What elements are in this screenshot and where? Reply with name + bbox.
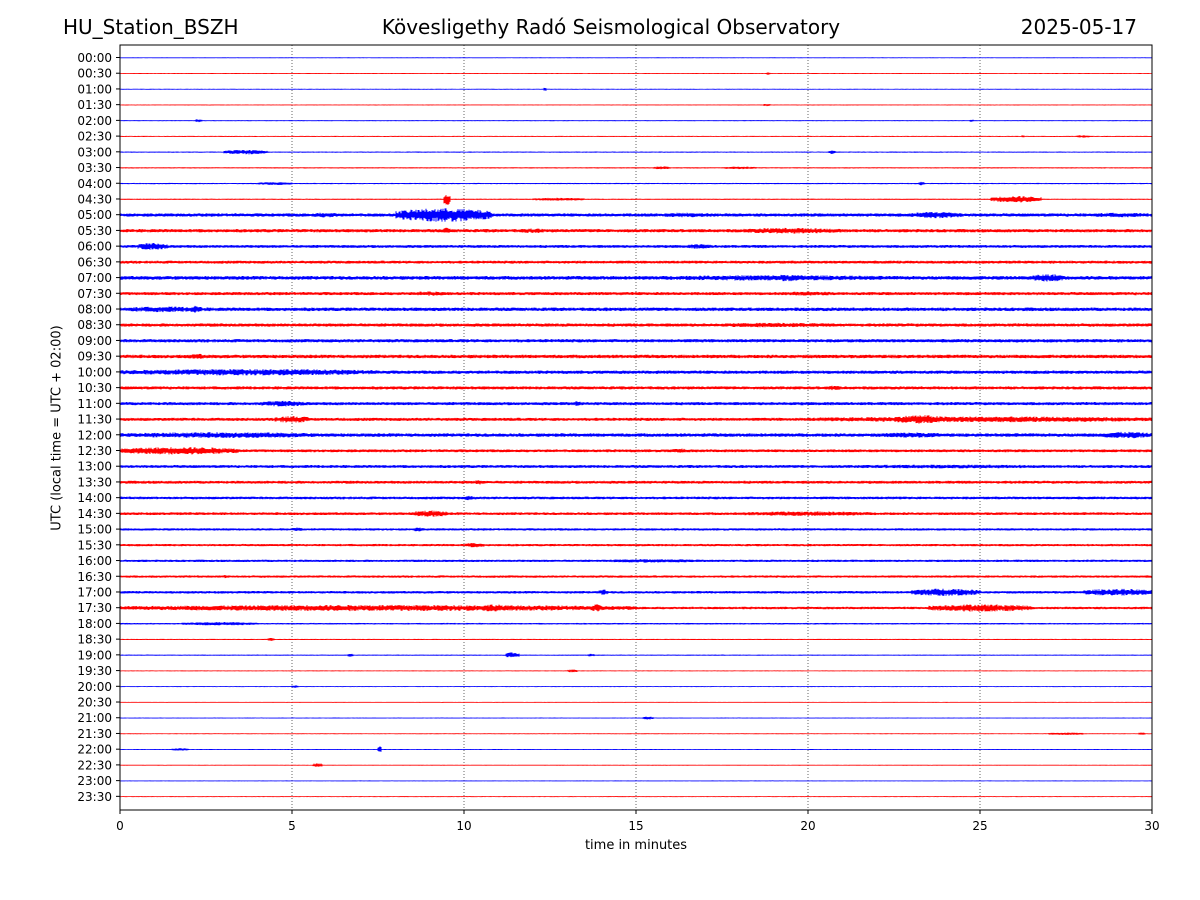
y-tick-label: 07:00	[77, 271, 112, 285]
y-tick-label: 15:30	[77, 538, 112, 552]
chart-date: 2025-05-17	[1020, 15, 1137, 39]
y-tick-label: 17:30	[77, 601, 112, 615]
y-tick-label: 02:00	[77, 114, 112, 128]
y-tick-label: 16:30	[77, 570, 112, 584]
x-axis-label: time in minutes	[584, 838, 688, 853]
y-tick-label: 01:00	[77, 82, 112, 96]
y-tick-label: 06:30	[77, 255, 112, 269]
y-tick-label: 15:00	[77, 523, 112, 537]
seismic-trace	[119, 701, 1153, 703]
y-tick-label: 20:30	[77, 696, 112, 710]
y-tick-label: 12:30	[77, 444, 112, 458]
y-tick-label: 21:30	[77, 727, 112, 741]
y-tick-label: 01:30	[77, 98, 112, 112]
y-tick-label: 06:00	[77, 240, 112, 254]
y-tick-label: 14:30	[77, 507, 112, 521]
y-tick-label: 03:30	[77, 161, 112, 175]
y-tick-label: 23:30	[77, 790, 112, 804]
x-tick-label: 15	[628, 819, 643, 833]
chart-title: Kövesligethy Radó Seismological Observat…	[381, 15, 841, 39]
y-tick-label: 07:30	[77, 287, 112, 301]
seismic-trace	[119, 274, 1153, 282]
y-axis-label: UTC (local time = UTC + 02:00)	[49, 325, 65, 531]
seismic-trace	[119, 780, 1153, 782]
station-name: HU_Station_BSZH	[63, 15, 239, 39]
seismic-trace	[119, 575, 1153, 579]
y-tick-label: 05:30	[77, 224, 112, 238]
y-tick-label: 22:00	[77, 743, 112, 757]
y-tick-label: 00:30	[77, 67, 112, 81]
y-tick-label: 16:00	[77, 554, 112, 568]
seismic-trace	[119, 339, 1153, 343]
y-tick-label: 05:00	[77, 208, 112, 222]
seismic-trace	[119, 322, 1153, 328]
y-tick-label: 13:00	[77, 460, 112, 474]
seismic-trace	[119, 510, 1153, 517]
y-tick-label: 17:00	[77, 585, 112, 599]
y-tick-label: 09:00	[77, 334, 112, 348]
y-tick-label: 14:00	[77, 491, 112, 505]
y-tick-label: 03:00	[77, 145, 112, 159]
seismic-trace	[119, 604, 1153, 612]
y-tick-label: 10:00	[77, 365, 112, 379]
seismic-trace	[119, 195, 1153, 205]
y-tick-label: 08:30	[77, 318, 112, 332]
y-tick-label: 00:00	[77, 51, 112, 65]
y-tick-label: 11:30	[77, 413, 112, 427]
x-tick-label: 10	[456, 819, 471, 833]
y-tick-label: 10:30	[77, 381, 112, 395]
y-tick-label: 18:00	[77, 617, 112, 631]
y-tick-label: 08:00	[77, 303, 112, 317]
y-tick-label: 02:30	[77, 130, 112, 144]
seismic-trace	[119, 652, 1153, 658]
seismic-trace	[119, 796, 1153, 798]
x-tick-label: 30	[1144, 819, 1159, 833]
seismic-trace	[119, 57, 1153, 59]
x-tick-label: 25	[972, 819, 987, 833]
seismic-trace	[119, 495, 1153, 501]
seismic-trace	[119, 181, 1153, 186]
y-tick-label: 12:00	[77, 428, 112, 442]
x-tick-label: 20	[800, 819, 815, 833]
y-tick-label: 09:30	[77, 350, 112, 364]
seismic-trace	[119, 559, 1153, 563]
seismic-trace	[119, 119, 1153, 123]
traces	[119, 57, 1153, 798]
y-tick-label: 19:00	[77, 648, 112, 662]
y-tick-label: 21:00	[77, 711, 112, 725]
y-tick-label: 13:30	[77, 475, 112, 489]
seismic-trace	[119, 291, 1153, 296]
y-tick-label: 22:30	[77, 758, 112, 772]
seismic-trace	[119, 415, 1153, 424]
seismic-trace	[119, 763, 1153, 767]
seismic-trace	[119, 260, 1153, 264]
x-tick-label: 0	[116, 819, 124, 833]
x-tick-label: 5	[288, 819, 296, 833]
y-tick-label: 04:30	[77, 192, 112, 206]
y-tick-label: 20:00	[77, 680, 112, 694]
y-tick-label: 04:00	[77, 177, 112, 191]
seismic-trace	[119, 638, 1153, 641]
y-tick-label: 23:00	[77, 774, 112, 788]
y-tick-label: 18:30	[77, 633, 112, 647]
y-tick-label: 11:00	[77, 397, 112, 411]
y-tick-label: 19:30	[77, 664, 112, 678]
seismic-trace	[119, 385, 1153, 391]
